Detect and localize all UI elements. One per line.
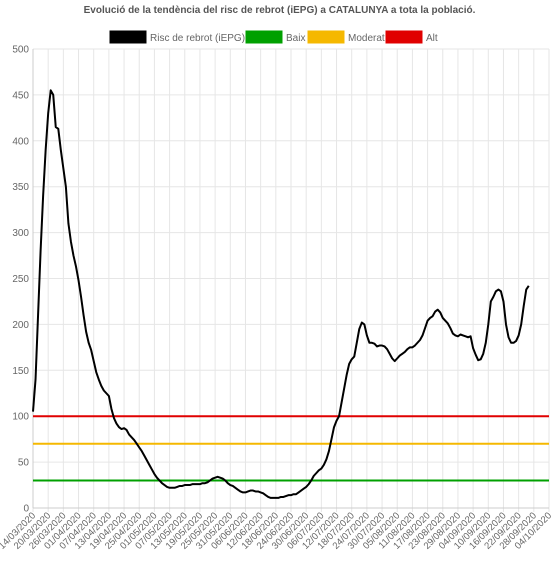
- chart-title: Evolució de la tendència del risc de reb…: [84, 5, 476, 16]
- y-tick-label: 150: [12, 366, 29, 377]
- y-tick-label: 300: [12, 228, 29, 239]
- series-line-risc-de-rebrot-iepg: [32, 89, 530, 499]
- legend-swatch[interactable]: [385, 30, 423, 44]
- y-tick-label: 200: [12, 320, 29, 331]
- y-tick-label: 500: [12, 45, 29, 56]
- y-tick-label: 0: [23, 504, 29, 515]
- legend-label[interactable]: Alt: [426, 33, 438, 44]
- legend-label[interactable]: Moderat: [348, 33, 385, 44]
- y-tick-label: 100: [12, 412, 29, 423]
- y-tick-label: 250: [12, 274, 29, 285]
- grid: [32, 48, 550, 512]
- y-tick-label: 350: [12, 182, 29, 193]
- legend-label[interactable]: Risc de rebrot (iEPG): [150, 33, 245, 44]
- y-tick-label: 50: [18, 458, 30, 469]
- series-lines: [32, 89, 549, 499]
- legend-label[interactable]: Baix: [286, 33, 305, 44]
- legend-swatch[interactable]: [109, 30, 147, 44]
- y-tick-label: 450: [12, 90, 29, 101]
- x-axis: 14/03/202020/03/202026/03/202001/04/2020…: [0, 510, 554, 551]
- legend-swatch[interactable]: [245, 30, 283, 44]
- y-tick-label: 400: [12, 136, 29, 147]
- y-axis: 0 50 100 150 200 250 300 350 400 450 500: [12, 45, 29, 515]
- legend: Risc de rebrot (iEPG) Baix Moderat Alt: [109, 30, 438, 44]
- legend-swatch[interactable]: [307, 30, 345, 44]
